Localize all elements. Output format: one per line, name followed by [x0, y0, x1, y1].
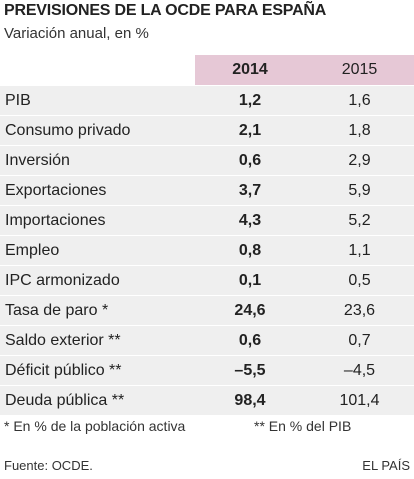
footnote: ** En % del PIB	[254, 418, 352, 434]
row-label: IPC armonizado	[5, 272, 120, 289]
header-row: 2014 2015	[0, 55, 414, 86]
header-highlight	[195, 55, 414, 85]
cell-value: 5,2	[348, 212, 371, 229]
row-label: Empleo	[5, 242, 60, 259]
cell-value: 0,1	[238, 272, 262, 289]
cell-value: 0,8	[238, 242, 262, 259]
table-row: IPC armonizado 0,1 0,5	[0, 266, 414, 296]
row-label: PIB	[5, 92, 31, 109]
table-row: Consumo privado 2,1 1,8	[0, 116, 414, 146]
cell-value: 98,4	[234, 392, 266, 409]
source: Fuente: OCDE.	[4, 458, 93, 473]
subtitle: Variación anual, en %	[4, 25, 149, 42]
cell-value: 4,3	[238, 212, 262, 229]
row-label: Deuda pública **	[5, 392, 125, 409]
title: PREVISIONES DE LA OCDE PARA ESPAÑA	[4, 2, 327, 19]
cell-value: 1,1	[348, 242, 371, 259]
table-row: Deuda pública ** 98,4 101,4	[0, 386, 414, 416]
table-row: Importaciones 4,3 5,2	[0, 206, 414, 236]
cell-value: 5,9	[348, 182, 371, 199]
cell-value: 1,2	[238, 92, 262, 109]
cell-value: 1,6	[348, 92, 371, 109]
table-row: Tasa de paro * 24,6 23,6	[0, 296, 414, 326]
credit: EL PAÍS	[362, 458, 410, 473]
cell-value: 0,7	[348, 332, 371, 349]
cell-value: 0,6	[238, 152, 262, 169]
table-row: Exportaciones 3,7 5,9	[0, 176, 414, 206]
cell-value: –4,5	[343, 362, 376, 379]
cell-value: 3,7	[238, 182, 262, 199]
table-row: Saldo exterior ** 0,6 0,7	[0, 326, 414, 356]
row-label: Saldo exterior **	[5, 332, 121, 349]
row-label: Consumo privado	[5, 122, 131, 139]
column-header: 2015	[341, 61, 378, 78]
table-row: PIB 1,2 1,6	[0, 86, 414, 116]
cell-value: 1,8	[348, 122, 371, 139]
row-label: Déficit público **	[5, 362, 122, 379]
cell-value: 0,5	[348, 272, 371, 289]
table-row: Empleo 0,8 1,1	[0, 236, 414, 266]
cell-value: 23,6	[343, 302, 376, 319]
table-row: Inversión 0,6 2,9	[0, 146, 414, 176]
cell-value: 24,6	[234, 302, 266, 319]
row-label: Tasa de paro *	[5, 302, 109, 319]
cell-value: 2,9	[348, 152, 371, 169]
row-label: Importaciones	[5, 212, 106, 229]
row-label: Exportaciones	[5, 182, 107, 199]
footnote: * En % de la población activa	[4, 418, 186, 434]
cell-value: 101,4	[339, 392, 380, 409]
column-header: 2014	[232, 61, 268, 78]
table-row: Déficit público ** –5,5 –4,5	[0, 356, 414, 386]
cell-value: –5,5	[234, 362, 266, 379]
cell-value: 0,6	[238, 332, 262, 349]
cell-value: 2,1	[238, 122, 262, 139]
row-label: Inversión	[5, 152, 70, 169]
table: 2014 2015 PIB 1,2 1,6 Consumo privado 2,1 1,8…	[0, 55, 414, 416]
